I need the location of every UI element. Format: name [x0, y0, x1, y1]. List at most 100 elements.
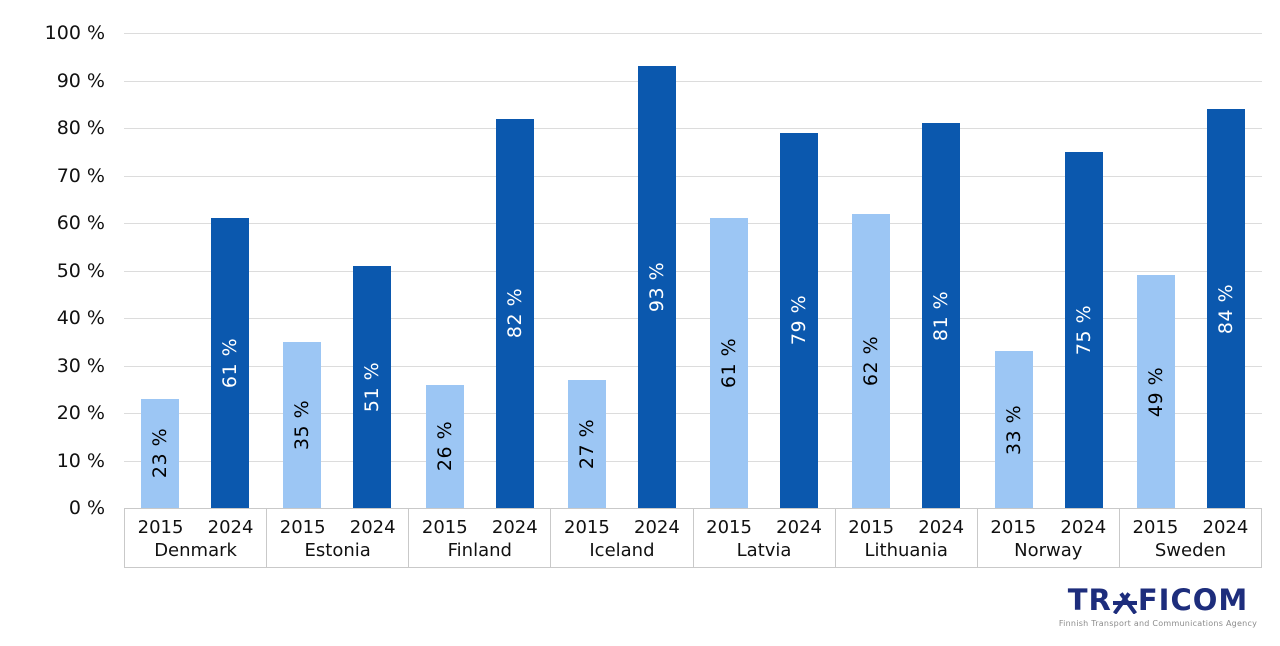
country-label: Denmark [154, 540, 237, 561]
bar-group-norway: 33 % 75 % [978, 33, 1120, 508]
stylized-a-icon [1112, 592, 1137, 614]
bar-group-lithuania: 62 % 81 % [835, 33, 977, 508]
year-label: 2024 [776, 517, 822, 538]
year-label: 2015 [1132, 517, 1179, 538]
bar-value-label: 61 % [219, 337, 242, 389]
bar-2015-estonia: 35 % [283, 341, 322, 508]
axis-cell-latvia: 2015 2024 Latvia [694, 509, 836, 567]
axis-cell-sweden: 2015 2024 Sweden [1120, 509, 1261, 567]
bar-value-label: 75 % [1072, 304, 1095, 356]
bar-2015-lithuania: 62 % [852, 213, 891, 508]
y-tick-label: 10 % [56, 449, 105, 472]
traficom-wordmark: TR FICOM [1056, 586, 1260, 615]
bar-group-latvia: 61 % 79 % [693, 33, 835, 508]
y-tick-label: 0 % [68, 497, 105, 519]
bar-value-label: 49 % [1144, 366, 1167, 417]
bar-2024-estonia: 51 % [353, 265, 392, 508]
bar-2015-sweden: 49 % [1136, 275, 1175, 508]
gridline [124, 175, 1262, 177]
year-label: 2024 [918, 517, 965, 538]
year-label: 2024 [1060, 517, 1107, 538]
year-label: 2024 [349, 517, 396, 538]
bar-2024-lithuania: 81 % [922, 123, 961, 508]
y-tick-label: 40 % [56, 307, 105, 329]
gridline [124, 460, 1262, 462]
bar-value-label: 79 % [788, 295, 811, 346]
country-label: Sweden [1154, 540, 1226, 561]
bar-value-label: 93 % [645, 261, 668, 313]
bar-value-label: 62 % [860, 335, 883, 386]
axis-cell-norway: 2015 2024 Norway [978, 509, 1120, 567]
bar-value-label: 26 % [433, 421, 456, 472]
bar-value-label: 82 % [503, 288, 526, 339]
year-label: 2024 [1202, 517, 1249, 538]
bar-2015-finland: 26 % [425, 384, 464, 508]
axis-cell-iceland: 2015 2024 Iceland [551, 509, 694, 567]
bar-2015-norway: 33 % [994, 351, 1033, 508]
country-label: Norway [1014, 540, 1083, 561]
gridline [124, 223, 1262, 224]
bar-group-finland: 26 % 82 % [409, 33, 551, 508]
gridline [124, 128, 1262, 129]
gridline [124, 80, 1262, 82]
category-axis: 2015 2024 Denmark 2015 2024 Estonia 2015 2024 Fi… [124, 508, 1262, 568]
bar-2015-denmark: 23 % [141, 398, 180, 508]
traficom-logo: TR FICOM Finnish Transport and Communica… [1056, 586, 1260, 629]
bar-value-label: 51 % [361, 361, 384, 413]
gridline [124, 413, 1262, 414]
country-label: Estonia [304, 540, 371, 561]
bar-2024-finland: 82 % [495, 118, 534, 508]
axis-cell-estonia: 2015 2024 Estonia [267, 509, 410, 567]
y-tick-label: 100 % [44, 22, 105, 44]
gridline [124, 365, 1262, 367]
bar-2024-sweden: 84 % [1206, 109, 1245, 508]
year-label: 2024 [634, 517, 680, 538]
bar-value-label: 81 % [930, 290, 953, 341]
country-label: Finland [447, 540, 512, 561]
year-label: 2015 [421, 517, 468, 538]
year-label: 2015 [279, 517, 326, 538]
bar-2024-latvia: 79 % [780, 132, 819, 508]
year-label: 2015 [564, 517, 610, 538]
y-tick-label: 30 % [56, 354, 105, 377]
bar-value-label: 84 % [1214, 283, 1237, 334]
plot-area: 23 % 61 % 35 % 51 % 26 % 82 % 27 % 93 % 61 % 79 %… [124, 33, 1262, 508]
bar-group-iceland: 27 % 93 % [551, 33, 693, 508]
wordmark-text-left: TR [1067, 583, 1112, 617]
year-label: 2015 [848, 517, 895, 538]
country-label: Lithuania [864, 540, 948, 561]
gridline [124, 318, 1262, 319]
bar-value-label: 35 % [291, 399, 314, 451]
year-label: 2015 [137, 517, 184, 538]
year-label: 2024 [207, 517, 254, 538]
y-tick-label: 60 % [56, 212, 105, 234]
year-label: 2015 [706, 517, 752, 538]
y-tick-label: 80 % [56, 117, 105, 139]
bar-group-estonia: 35 % 51 % [266, 33, 408, 508]
country-label: Iceland [589, 540, 655, 561]
bar-value-label: 27 % [575, 418, 598, 470]
year-label: 2024 [491, 517, 538, 538]
country-label: Latvia [736, 540, 792, 561]
logo-subtitle: Finnish Transport and Communications Age… [1058, 619, 1258, 628]
axis-cell-denmark: 2015 2024 Denmark [125, 509, 268, 567]
bar-2024-iceland: 93 % [637, 66, 676, 508]
y-tick-label: 50 % [56, 259, 105, 282]
bar-value-label: 33 % [1002, 404, 1025, 455]
bar-value-label: 61 % [718, 337, 741, 389]
bar-group-denmark: 23 % 61 % [124, 33, 266, 508]
gridline [124, 33, 1262, 34]
bar-2024-denmark: 61 % [211, 218, 250, 508]
wordmark-text-right: FICOM [1137, 583, 1249, 617]
y-tick-label: 70 % [56, 164, 105, 187]
axis-cell-finland: 2015 2024 Finland [409, 509, 552, 567]
bar-2024-norway: 75 % [1064, 151, 1103, 508]
year-label: 2015 [990, 517, 1037, 538]
y-tick-label: 90 % [56, 69, 105, 92]
axis-cell-lithuania: 2015 2024 Lithuania [836, 509, 978, 567]
bar-2015-iceland: 27 % [567, 379, 606, 508]
y-tick-label: 20 % [56, 402, 105, 424]
bar-value-label: 23 % [149, 428, 172, 479]
bar-group-sweden: 49 % 84 % [1120, 33, 1262, 508]
